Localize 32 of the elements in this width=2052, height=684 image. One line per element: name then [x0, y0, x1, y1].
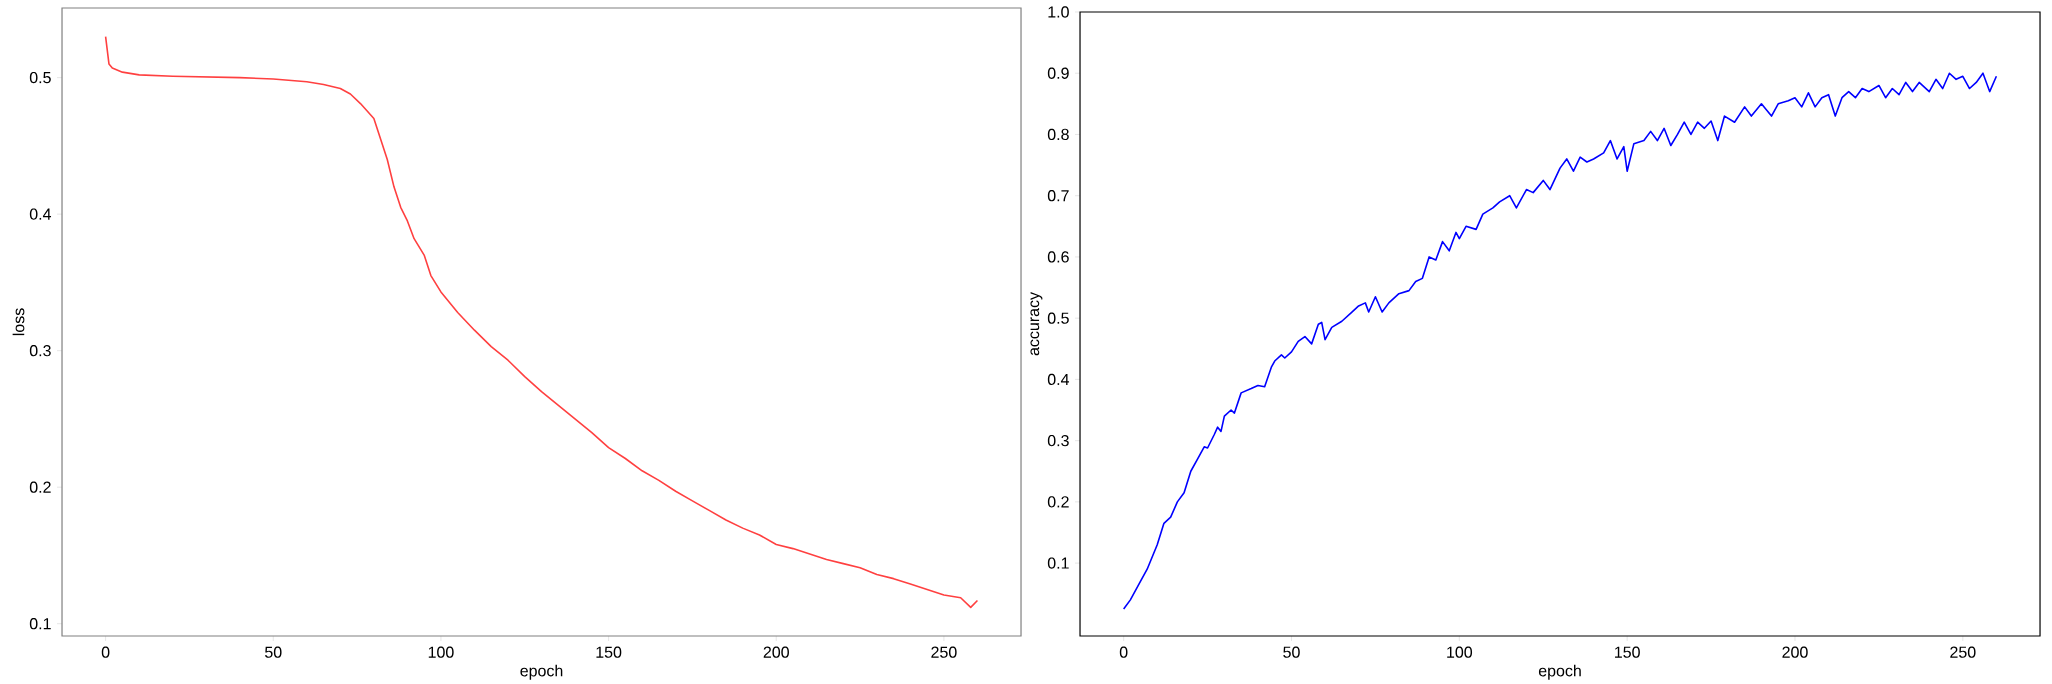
x-tick-label: 50: [265, 646, 282, 658]
x-tick-label: 200: [763, 646, 789, 658]
x-tick-label: 200: [1782, 646, 1808, 658]
y-tick-label: 0.5: [29, 71, 51, 84]
x-tick-label: 100: [428, 646, 454, 658]
y-tick-label: 0.1: [29, 618, 51, 630]
y-tick-label: 0.7: [1047, 190, 1069, 202]
x-axis-title: epoch: [1538, 664, 1581, 680]
y-tick-label: 0.5: [1047, 312, 1069, 324]
x-tick-label: 50: [1283, 646, 1300, 658]
y-tick-label: 0.4: [1047, 373, 1070, 386]
x-tick-label: 150: [596, 646, 622, 658]
y-axis-title: loss: [12, 308, 25, 336]
y-tick-label: 0.8: [1047, 128, 1069, 141]
x-tick-label: 250: [931, 646, 957, 658]
x-tick-label: 0: [101, 646, 110, 658]
y-tick-label: 0.3: [29, 344, 51, 357]
line-series: [1122, 72, 1998, 610]
y-tick-label: 0.2: [1047, 496, 1069, 508]
y-tick-label: 0.4: [29, 208, 52, 220]
y-tick-label: 0.9: [1047, 67, 1069, 79]
y-tick-label: 1.0: [1048, 6, 1069, 18]
y-axis-title: accuracy: [1030, 292, 1043, 356]
y-tick-label: 0.6: [1047, 251, 1069, 263]
x-tick-label: 0: [1119, 646, 1128, 658]
x-tick-label: 250: [1950, 646, 1976, 658]
y-tick-label: 0.3: [1047, 434, 1069, 447]
x-axis-title: epoch: [520, 664, 563, 680]
y-tick-label: 0.2: [29, 481, 51, 493]
x-tick-label: 100: [1447, 646, 1473, 658]
y-tick-label: 0.1: [1047, 557, 1069, 569]
x-tick-label: 150: [1615, 646, 1640, 658]
